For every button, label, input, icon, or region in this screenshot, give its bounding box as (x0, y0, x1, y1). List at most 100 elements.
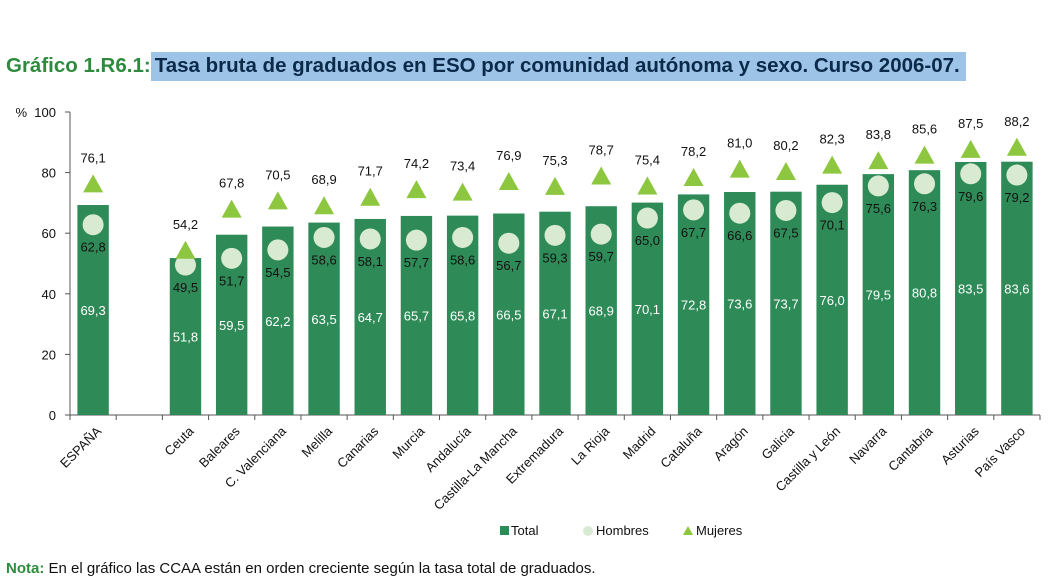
data-label-total: 83,6 (1004, 281, 1029, 296)
marker-mujeres (452, 182, 473, 201)
data-label-total: 72,8 (681, 298, 706, 313)
data-label-mujeres: 81,0 (727, 136, 752, 151)
marker-hombres (405, 229, 427, 251)
note-label: Nota: (6, 560, 45, 577)
x-tick-label: Cantabria (885, 423, 936, 474)
bar-total (169, 258, 202, 415)
marker-hombres (82, 214, 104, 236)
data-label-mujeres: 76,1 (80, 150, 105, 165)
marker-mujeres (314, 196, 335, 215)
data-label-mujeres: 71,7 (358, 164, 383, 179)
data-label-total: 70,1 (635, 302, 660, 317)
marker-hombres (729, 202, 751, 224)
data-label-hombres: 59,7 (589, 249, 614, 264)
marker-mujeres (498, 171, 519, 190)
marker-mujeres (406, 180, 427, 199)
data-label-mujeres: 85,6 (912, 122, 937, 137)
y-axis-label: % (15, 105, 27, 120)
legend-swatch-mujeres (683, 526, 693, 535)
bar-chart: 0 20 40 60 80 100% 69,3 62,8 76,1 ESPAÑA 51,8 49,5 5… (15, 105, 1041, 538)
data-label-total: 80,8 (912, 286, 937, 301)
marker-mujeres (960, 139, 981, 158)
marker-mujeres (729, 159, 750, 178)
y-tick-label: 40 (42, 287, 56, 302)
bar-total (77, 205, 109, 415)
data-label-mujeres: 76,9 (496, 148, 521, 163)
data-label-mujeres: 83,8 (866, 127, 891, 142)
bar-total (631, 202, 664, 415)
data-label-mujeres: 54,2 (173, 217, 198, 232)
data-label-mujeres: 80,2 (773, 138, 798, 153)
marker-hombres (267, 239, 289, 261)
data-label-hombres: 58,6 (311, 252, 336, 267)
marker-mujeres (775, 161, 796, 180)
marker-mujeres (175, 240, 196, 259)
y-tick-label: 60 (42, 226, 56, 241)
marker-hombres (821, 192, 843, 214)
x-tick-label: Canarias (334, 423, 382, 471)
x-tick-label: Melilla (299, 423, 336, 460)
marker-mujeres (1006, 137, 1027, 156)
note-text: En el gráfico las CCAA están en orden cr… (48, 560, 596, 577)
data-label-hombres: 67,5 (773, 225, 798, 240)
bar-total (770, 191, 802, 415)
x-tick-label: Murcia (389, 423, 428, 462)
data-label-mujeres: 88,2 (1004, 114, 1029, 129)
marker-mujeres (868, 151, 889, 170)
x-tick-label: Baleares (196, 423, 243, 470)
y-tick-label: 100 (34, 105, 56, 120)
marker-hombres (221, 247, 243, 269)
data-label-total: 51,8 (173, 330, 198, 345)
data-label-mujeres: 67,8 (219, 176, 244, 191)
marker-mujeres (545, 176, 565, 195)
data-label-hombres: 56,7 (496, 258, 521, 273)
data-label-hombres: 54,5 (265, 265, 290, 280)
data-label-hombres: 59,3 (542, 250, 567, 265)
bar-total (446, 215, 479, 415)
data-label-mujeres: 70,5 (265, 167, 290, 182)
marker-hombres (313, 226, 335, 248)
data-label-mujeres: 75,4 (635, 153, 660, 168)
data-label-hombres: 79,6 (958, 189, 983, 204)
data-label-total: 66,5 (496, 307, 521, 322)
marker-hombres (775, 199, 797, 221)
data-label-total: 65,7 (404, 308, 429, 323)
marker-mujeres (267, 191, 288, 210)
marker-hombres (960, 163, 982, 185)
data-label-total: 69,3 (80, 303, 105, 318)
chart-title-colon: : (143, 54, 151, 77)
chart-title-main: Tasa bruta de graduados en ESO por comun… (150, 51, 966, 81)
legend-swatch-total (500, 526, 509, 535)
data-label-hombres: 65,0 (635, 233, 660, 248)
x-tick-label: ESPAÑA (57, 423, 104, 470)
y-tick-label: 0 (49, 408, 56, 423)
marker-hombres (359, 228, 381, 250)
marker-hombres (452, 226, 474, 248)
data-label-total: 64,7 (358, 310, 383, 325)
bar-total (354, 218, 386, 415)
marker-hombres (544, 224, 566, 246)
marker-mujeres (83, 174, 104, 193)
marker-mujeres (822, 155, 843, 174)
marker-mujeres (360, 187, 381, 206)
x-tick-label: País Vasco (972, 424, 1028, 480)
data-label-mujeres: 68,9 (311, 172, 336, 187)
data-label-hombres: 75,6 (866, 201, 891, 216)
data-label-mujeres: 75,3 (542, 153, 567, 168)
data-label-hombres: 57,7 (404, 255, 429, 270)
x-tick-label: Navarra (846, 423, 890, 467)
chart-title-prefix: Gráfico 1.R6.1 (6, 54, 144, 77)
chart-title: Gráfico 1.R6.1: Tasa bruta de graduados e… (6, 50, 966, 82)
legend-label-total: Total (511, 523, 539, 538)
data-label-hombres: 67,7 (681, 225, 706, 240)
data-label-mujeres: 82,3 (819, 132, 844, 147)
data-label-hombres: 70,1 (819, 218, 844, 233)
data-label-total: 73,6 (727, 296, 752, 311)
marker-hombres (683, 199, 705, 221)
data-label-hombres: 62,8 (80, 240, 105, 255)
x-tick-label: Galicia (758, 423, 797, 462)
x-tick-label: Asturias (938, 423, 982, 467)
bar-total (816, 184, 848, 415)
marker-mujeres (637, 176, 658, 195)
bar-total (724, 191, 756, 415)
